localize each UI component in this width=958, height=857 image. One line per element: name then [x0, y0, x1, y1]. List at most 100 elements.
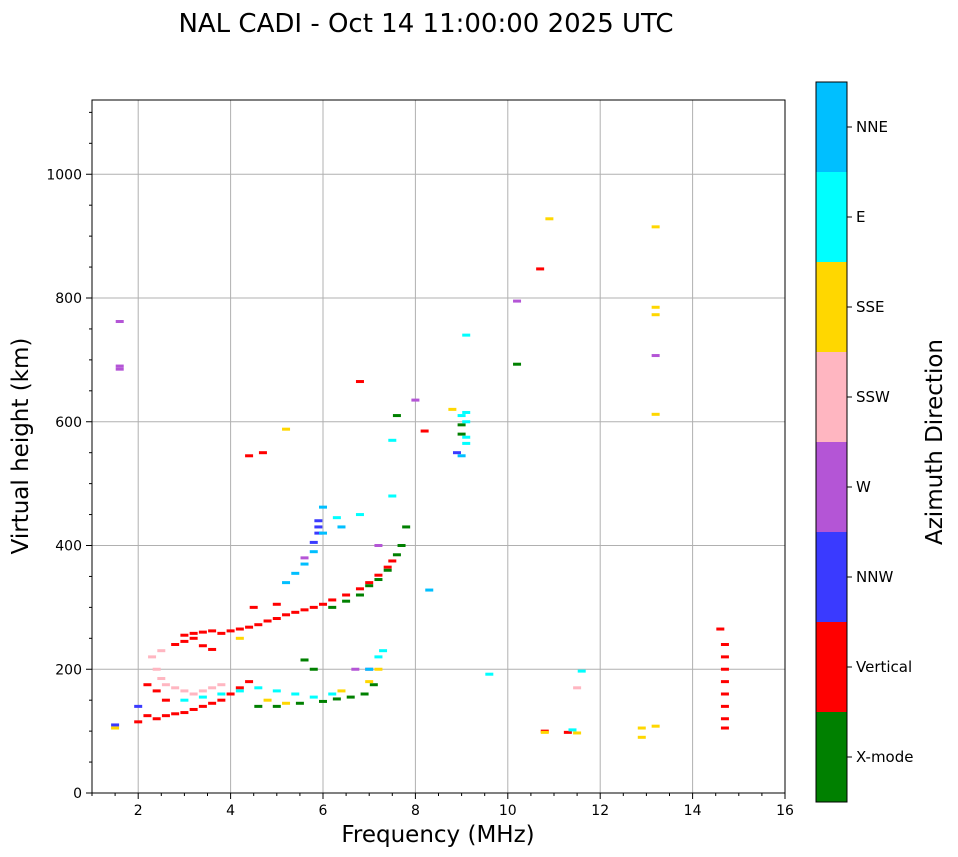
echo-point-vertical [309, 605, 318, 609]
echo-point-sse [651, 313, 660, 317]
echo-point-vertical [217, 698, 226, 702]
echo-point-sse [448, 407, 457, 411]
echo-point-w [115, 367, 124, 371]
colorbar-tick-label: Vertical [856, 658, 912, 676]
grid-lines [92, 100, 785, 793]
echo-point-x-mode [309, 667, 318, 671]
echo-point-vertical [720, 667, 729, 671]
echo-point-ssw [152, 667, 161, 671]
echo-point-e [332, 516, 341, 520]
echo-point-sse [282, 427, 291, 431]
echo-point-vertical [143, 683, 152, 687]
chart-title: NAL CADI - Oct 14 11:00:00 2025 UTC [178, 9, 673, 39]
colorbar-swatch [816, 82, 847, 172]
echo-point-e [379, 649, 388, 653]
echo-point-vertical [208, 701, 217, 705]
echo-point-e [374, 655, 383, 659]
echo-point-w [411, 398, 420, 402]
echo-point-x-mode [402, 525, 411, 529]
echo-point-vertical [249, 605, 258, 609]
echo-point-e [388, 494, 397, 498]
echo-point-ssw [217, 683, 226, 687]
echo-point-x-mode [319, 699, 327, 703]
colorbar-tick-label: NNW [856, 568, 893, 586]
echo-point-vertical [143, 714, 152, 718]
colorbar-tick-label: NNE [856, 118, 888, 136]
echo-point-ssw [161, 683, 170, 687]
echo-point-sse [337, 689, 346, 693]
echo-point-nne [425, 588, 434, 592]
y-tick-label: 600 [55, 415, 82, 431]
echo-point-x-mode [328, 605, 337, 609]
echo-point-vertical [152, 689, 161, 693]
echo-point-vertical [720, 704, 729, 708]
echo-point-vertical [272, 617, 281, 621]
echo-point-vertical [720, 655, 729, 659]
x-tick-label: 14 [684, 803, 702, 819]
echo-point-sse [651, 724, 660, 728]
x-tick-label: 12 [591, 803, 609, 819]
echo-point-x-mode [513, 362, 522, 366]
x-axis-label: Frequency (MHz) [341, 822, 534, 848]
echo-point-ssw [148, 655, 157, 659]
colorbar: X-mode Vertical NNW W SSW SSE E NNE [816, 82, 913, 802]
echo-point-vertical [720, 692, 729, 696]
echo-point-vertical [134, 720, 143, 724]
echo-point-ssw [171, 686, 180, 690]
echo-point-ssw [189, 692, 198, 696]
echo-point-x-mode [392, 553, 401, 557]
colorbar-swatch [816, 442, 847, 532]
echo-point-x-mode [360, 692, 369, 696]
echo-point-e [328, 692, 337, 696]
echo-point-e [577, 669, 586, 673]
echo-point-nne [365, 667, 374, 671]
echo-point-x-mode [272, 704, 281, 708]
echo-point-vertical [342, 593, 351, 597]
echo-point-vertical [189, 631, 198, 635]
echo-point-e [254, 686, 263, 690]
echo-point-vertical [198, 704, 207, 708]
echo-point-nne [282, 581, 291, 585]
x-tick-label: 6 [319, 803, 328, 819]
echo-point-nne [319, 531, 327, 535]
y-tick-label: 0 [73, 786, 82, 802]
echo-point-sse [282, 701, 291, 705]
x-axis-ticks: 2 4 6 8 10 12 14 16 [91, 793, 794, 819]
y-tick-label: 400 [55, 539, 82, 555]
echo-point-vertical [383, 565, 392, 569]
echo-point-x-mode [457, 423, 466, 427]
echo-point-sse [111, 726, 120, 730]
echo-point-vertical [720, 717, 729, 721]
echo-point-x-mode [457, 432, 466, 436]
y-tick-label: 200 [55, 662, 82, 678]
echo-points [111, 217, 729, 739]
x-tick-label: 4 [226, 803, 235, 819]
echo-point-sse [651, 225, 660, 229]
echo-point-w [374, 544, 383, 547]
colorbar-swatch [816, 622, 847, 712]
echo-point-x-mode [369, 683, 378, 687]
echo-point-vertical [355, 380, 364, 384]
echo-point-x-mode [300, 658, 309, 662]
echo-point-sse [637, 726, 646, 730]
echo-point-nne [337, 525, 346, 529]
echo-point-w [651, 354, 660, 358]
echo-point-nnw [314, 531, 323, 535]
echo-point-e [180, 698, 189, 702]
echo-point-vertical [716, 627, 725, 631]
echo-point-nnw [309, 540, 318, 544]
echo-point-nne [291, 571, 300, 575]
echo-point-vertical [180, 633, 189, 637]
echo-point-x-mode [254, 704, 263, 708]
y-axis-ticks: 0 200 400 600 800 1000 [46, 111, 92, 802]
echo-point-vertical [245, 680, 254, 684]
colorbar-tick-label: X-mode [856, 748, 913, 766]
y-tick-label: 1000 [46, 167, 82, 183]
echo-point-vertical [420, 429, 429, 433]
echo-point-vertical [226, 692, 235, 696]
echo-point-x-mode [332, 697, 341, 701]
colorbar-swatch [816, 712, 847, 802]
echo-point-e [217, 692, 226, 696]
echo-point-vertical [189, 636, 198, 640]
